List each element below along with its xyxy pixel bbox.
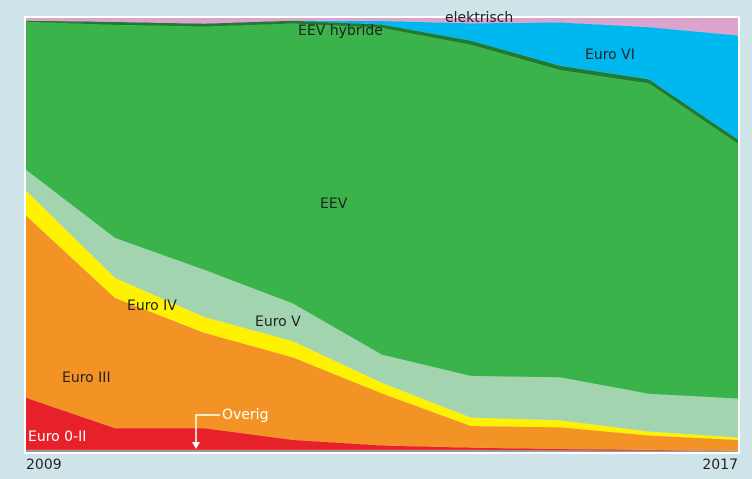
x-tick-label: 2009 [26,457,62,473]
area [26,449,738,452]
series-label: Euro V [255,314,301,330]
pointer-line [195,414,220,444]
area [26,397,738,451]
series-label: Euro III [62,370,111,386]
pointer-arrow [192,442,200,449]
series-label: Euro 0-II [28,429,86,445]
area [26,20,738,140]
area [26,215,738,451]
x-tick-label: 2017 [702,457,738,473]
series-label: Overig [222,407,268,423]
series-label: EEV [320,196,348,212]
area [26,18,738,36]
series-label: Euro IV [127,298,177,314]
series-label: Euro VI [585,47,635,63]
series-label: EEV hybride [298,23,383,39]
area [26,169,738,438]
series-label: elektrisch [445,10,513,26]
area [26,190,738,440]
area [26,21,738,399]
